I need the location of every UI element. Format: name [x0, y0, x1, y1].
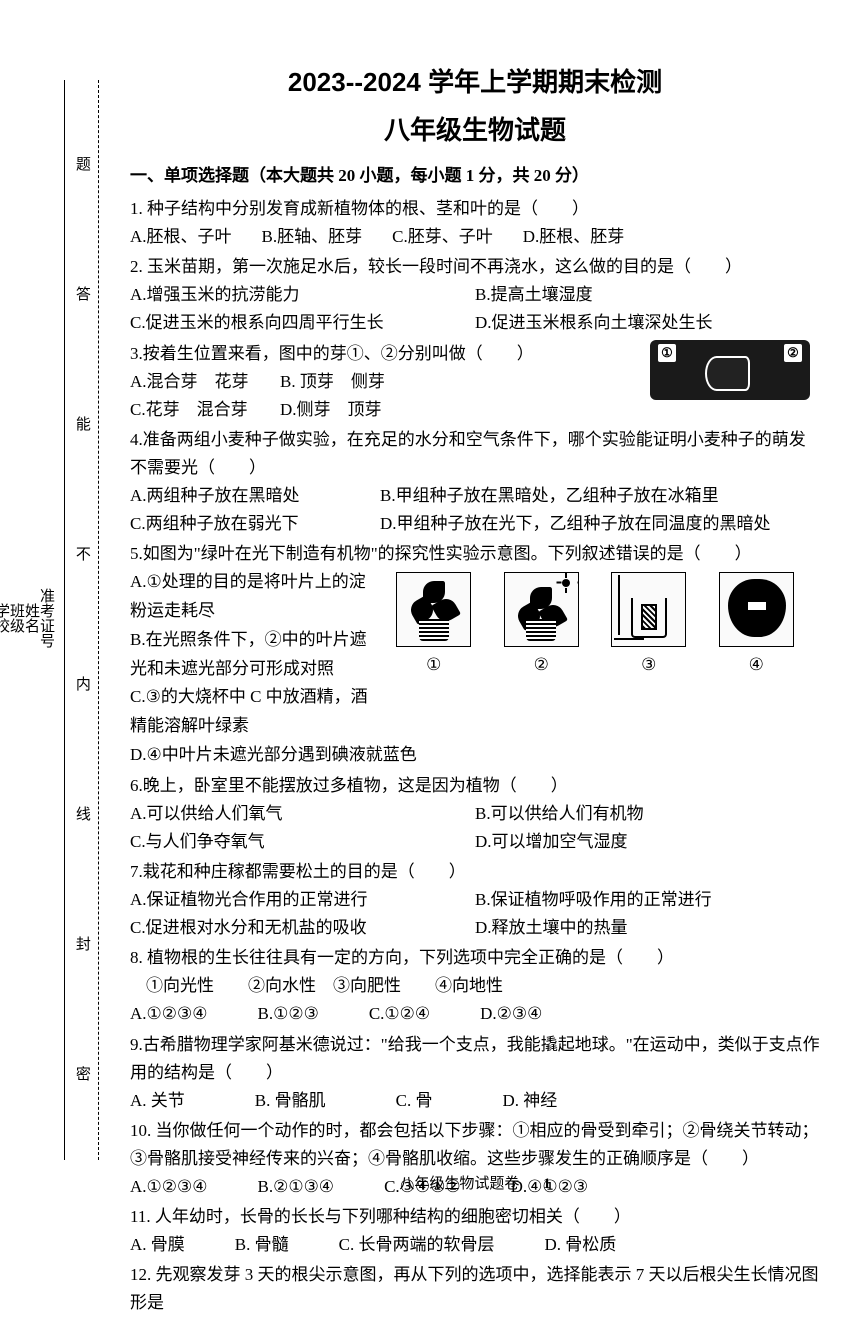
- q8-opt-a: A.①②③④: [130, 1000, 208, 1028]
- q5-label-2: ②: [504, 651, 579, 680]
- question-11: 11. 人年幼时，长骨的长长与下列哪种结构的细胞密切相关（ ） A. 骨膜 B.…: [130, 1203, 820, 1259]
- q6-opt-c: C.与人们争夺氧气: [130, 828, 475, 856]
- q9-options: A. 关节 B. 骨骼肌 C. 骨 D. 神经: [130, 1087, 820, 1115]
- q5-opt-b: B.在光照条件下，②中的叶片遮光和未遮光部分可形成对照: [130, 626, 370, 684]
- q5-label-3: ③: [611, 651, 686, 680]
- q12-text: 12. 先观察发芽 3 天的根尖示意图，再从下列的选项中，选择能表示 7 天以后…: [130, 1261, 820, 1317]
- question-8: 8. 植物根的生长往往具有一定的方向，下列选项中完全正确的是（ ） ①向光性 ②…: [130, 944, 820, 1028]
- q7-opt-d: D.释放土壤中的热量: [475, 914, 820, 942]
- q6-options: A.可以供给人们氧气 B.可以供给人们有机物 C.与人们争夺氧气 D.可以增加空…: [130, 800, 820, 856]
- q5-fig-2: [504, 572, 579, 647]
- q1-text: 1. 种子结构中分别发育成新植物体的根、茎和叶的是（ ）: [130, 195, 820, 223]
- q2-opt-d: D.促进玉米根系向土壤深处生长: [475, 309, 820, 337]
- q8-opt-b: B.①②③: [258, 1000, 319, 1028]
- exam-subtitle: 八年级生物试题: [130, 108, 820, 152]
- binding-margin: 准考证号 姓名 班级 学校 题 答 能 不 内 线 封 密: [35, 80, 115, 1160]
- q6-opt-a: A.可以供给人们氧气: [130, 800, 475, 828]
- q5-text: 5.如图为"绿叶在光下制造有机物"的探究性实验示意图。下列叙述错误的是（ ）: [130, 540, 820, 568]
- q11-opt-c: C. 长骨两端的软骨层: [339, 1231, 495, 1259]
- q11-opt-d: D. 骨松质: [544, 1231, 616, 1259]
- q3-opt-b: B. 顶芽 侧芽: [280, 372, 385, 391]
- q8-subtext: ①向光性 ②向水性 ③向肥性 ④向地性: [130, 972, 820, 1000]
- q4-text: 4.准备两组小麦种子做实验，在充足的水分和空气条件下，哪个实验能证明小麦种子的萌…: [130, 426, 820, 482]
- q1-opt-b: B.胚轴、胚芽: [262, 223, 363, 251]
- q2-text: 2. 玉米苗期，第一次施足水后，较长一段时间不再浇水，这么做的目的是（ ）: [130, 253, 820, 281]
- q7-text: 7.栽花和种庄稼都需要松土的目的是（ ）: [130, 858, 820, 886]
- q2-options: A.增强玉米的抗涝能力 B.提高土壤湿度 C.促进玉米的根系向四周平行生长 D.…: [130, 281, 820, 337]
- q5-fig-4: [719, 572, 794, 647]
- q11-opt-a: A. 骨膜: [130, 1231, 185, 1259]
- question-3: 3.按着生位置来看，图中的芽①、②分别叫做（ ） A.混合芽 花芽B. 顶芽 侧…: [130, 340, 820, 424]
- q9-opt-b: B. 骨骼肌: [255, 1087, 326, 1115]
- q1-opt-d: D.胚根、胚芽: [523, 223, 625, 251]
- section-1-heading: 一、单项选择题（本大题共 20 小题，每小题 1 分，共 20 分）: [130, 162, 820, 191]
- q3-opt-c: C.花芽 混合芽: [130, 396, 280, 424]
- q5-opt-d: D.④中叶片未遮光部分遇到碘液就蓝色: [130, 741, 820, 770]
- page-footer: 八年级生物试题卷 1: [130, 1172, 820, 1198]
- q8-opt-d: D.②③④: [480, 1000, 542, 1028]
- q7-opt-c: C.促进根对水分和无机盐的吸收: [130, 914, 475, 942]
- q4-opt-d: D.甲组种子放在光下，乙组种子放在同温度的黑暗处: [380, 514, 771, 533]
- q8-opt-c: C.①②④: [369, 1000, 430, 1028]
- question-9: 9.古希腊物理学家阿基米德说过："给我一个支点，我能撬起地球。"在运动中，类似于…: [130, 1031, 820, 1115]
- label-name: 姓名: [25, 605, 40, 635]
- q5-label-4: ④: [719, 651, 794, 680]
- q6-opt-d: D.可以增加空气湿度: [475, 828, 820, 856]
- q5-figures: ① ② ③: [370, 572, 820, 680]
- q3-figure: ① ②: [650, 340, 810, 400]
- q4-options: A.两组种子放在黑暗处B.甲组种子放在黑暗处，乙组种子放在冰箱里 C.两组种子放…: [130, 482, 820, 538]
- exam-title: 2023--2024 学年上学期期末检测: [130, 60, 820, 104]
- q9-text: 9.古希腊物理学家阿基米德说过："给我一个支点，我能撬起地球。"在运动中，类似于…: [130, 1031, 820, 1087]
- q2-opt-b: B.提高土壤湿度: [475, 281, 820, 309]
- q3-label-1: ①: [658, 344, 676, 362]
- question-6: 6.晚上，卧室里不能摆放过多植物，这是因为植物（ ） A.可以供给人们氧气 B.…: [130, 772, 820, 856]
- q10-text: 10. 当你做任何一个动作的时，都会包括以下步骤：①相应的骨受到牵引；②骨绕关节…: [130, 1117, 820, 1173]
- q5-fig-1: [396, 572, 471, 647]
- q5-label-1: ①: [396, 651, 471, 680]
- question-5: 5.如图为"绿叶在光下制造有机物"的探究性实验示意图。下列叙述错误的是（ ） A…: [130, 540, 820, 770]
- q4-opt-c: C.两组种子放在弱光下: [130, 510, 380, 538]
- student-info-labels: 准考证号 姓名 班级 学校: [35, 80, 55, 1160]
- q9-opt-d: D. 神经: [502, 1087, 557, 1115]
- q11-opt-b: B. 骨髓: [235, 1231, 289, 1259]
- question-12: 12. 先观察发芽 3 天的根尖示意图，再从下列的选项中，选择能表示 7 天以后…: [130, 1261, 820, 1317]
- q2-opt-a: A.增强玉米的抗涝能力: [130, 281, 475, 309]
- q6-text: 6.晚上，卧室里不能摆放过多植物，这是因为植物（ ）: [130, 772, 820, 800]
- footer-page: 1: [543, 1176, 551, 1192]
- q1-opt-a: A.胚根、子叶: [130, 223, 232, 251]
- margin-dashed-line: [98, 80, 115, 1160]
- q3-opt-a: A.混合芽 花芽: [130, 368, 280, 396]
- q4-opt-b: B.甲组种子放在黑暗处，乙组种子放在冰箱里: [380, 486, 719, 505]
- question-7: 7.栽花和种庄稼都需要松土的目的是（ ） A.保证植物光合作用的正常进行 B.保…: [130, 858, 820, 942]
- q7-options: A.保证植物光合作用的正常进行 B.保证植物呼吸作用的正常进行 C.促进根对水分…: [130, 886, 820, 942]
- q9-opt-a: A. 关节: [130, 1087, 185, 1115]
- q5-fig-3: [611, 572, 686, 647]
- q4-opt-a: A.两组种子放在黑暗处: [130, 482, 380, 510]
- q8-text: 8. 植物根的生长往往具有一定的方向，下列选项中完全正确的是（ ）: [130, 944, 820, 972]
- footer-text: 八年级生物试题卷: [399, 1176, 519, 1192]
- q8-options: A.①②③④ B.①②③ C.①②④ D.②③④: [130, 1000, 820, 1028]
- q3-opt-d: D.侧芽 顶芽: [280, 400, 382, 419]
- q5-opt-c: C.③的大烧杯中 C 中放酒精，酒精能溶解叶绿素: [130, 683, 370, 741]
- margin-solid-line: [55, 80, 74, 1160]
- label-school: 学校: [0, 605, 10, 635]
- q6-opt-b: B.可以供给人们有机物: [475, 800, 820, 828]
- q7-opt-b: B.保证植物呼吸作用的正常进行: [475, 886, 820, 914]
- q2-opt-c: C.促进玉米的根系向四周平行生长: [130, 309, 475, 337]
- q1-options: A.胚根、子叶 B.胚轴、胚芽 C.胚芽、子叶 D.胚根、胚芽: [130, 223, 820, 251]
- question-2: 2. 玉米苗期，第一次施足水后，较长一段时间不再浇水，这么做的目的是（ ） A.…: [130, 253, 820, 337]
- question-1: 1. 种子结构中分别发育成新植物体的根、茎和叶的是（ ） A.胚根、子叶 B.胚…: [130, 195, 820, 251]
- q7-opt-a: A.保证植物光合作用的正常进行: [130, 886, 475, 914]
- label-class: 班级: [10, 605, 25, 635]
- label-exam-id: 准考证号: [40, 590, 55, 650]
- q3-label-2: ②: [784, 344, 802, 362]
- q11-options: A. 骨膜 B. 骨髓 C. 长骨两端的软骨层 D. 骨松质: [130, 1231, 820, 1259]
- q9-opt-c: C. 骨: [396, 1087, 433, 1115]
- q5-opt-a: A.①处理的目的是将叶片上的淀粉运走耗尽: [130, 568, 370, 626]
- seal-line-text: 题 答 能 不 内 线 封 密: [74, 80, 93, 1160]
- q1-opt-c: C.胚芽、子叶: [392, 223, 493, 251]
- question-4: 4.准备两组小麦种子做实验，在充足的水分和空气条件下，哪个实验能证明小麦种子的萌…: [130, 426, 820, 538]
- q3-stem-graphic: [705, 356, 750, 391]
